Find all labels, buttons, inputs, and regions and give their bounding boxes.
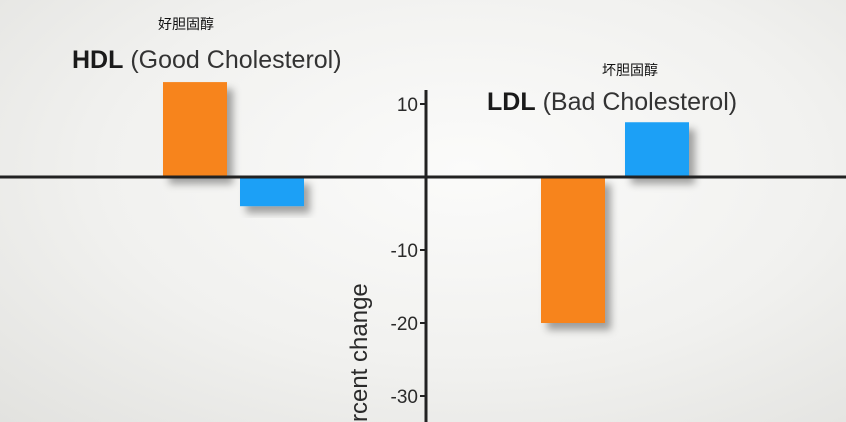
ldl-chinese-caption: 坏胆固醇 — [602, 63, 658, 79]
y-axis-label: rcent change — [346, 283, 373, 422]
ldl-panel-title: LDL (Bad Cholesterol) — [487, 88, 737, 117]
bars-layer — [163, 82, 689, 323]
hdl-chinese-caption: 好胆固醇 — [158, 17, 214, 33]
y-tick-label: -30 — [391, 387, 418, 408]
ldl-bar-blue — [625, 122, 689, 177]
ldl-abbr: LDL — [487, 88, 536, 116]
y-tick-label: 10 — [397, 95, 418, 116]
hdl-abbr: HDL — [72, 46, 124, 74]
hdl-bar-blue — [240, 177, 304, 207]
y-tick-label: -20 — [391, 314, 418, 335]
hdl-panel-title: HDL (Good Cholesterol) — [72, 46, 342, 75]
y-tick-label: -10 — [391, 241, 418, 262]
ldl-name: (Bad Cholesterol) — [542, 88, 738, 116]
hdl-bar-orange — [163, 82, 227, 177]
ldl-bar-orange — [541, 177, 605, 323]
hdl-name: (Good Cholesterol) — [130, 46, 342, 74]
y-ticks-layer: 10 -10 -20 -30 — [391, 95, 426, 408]
